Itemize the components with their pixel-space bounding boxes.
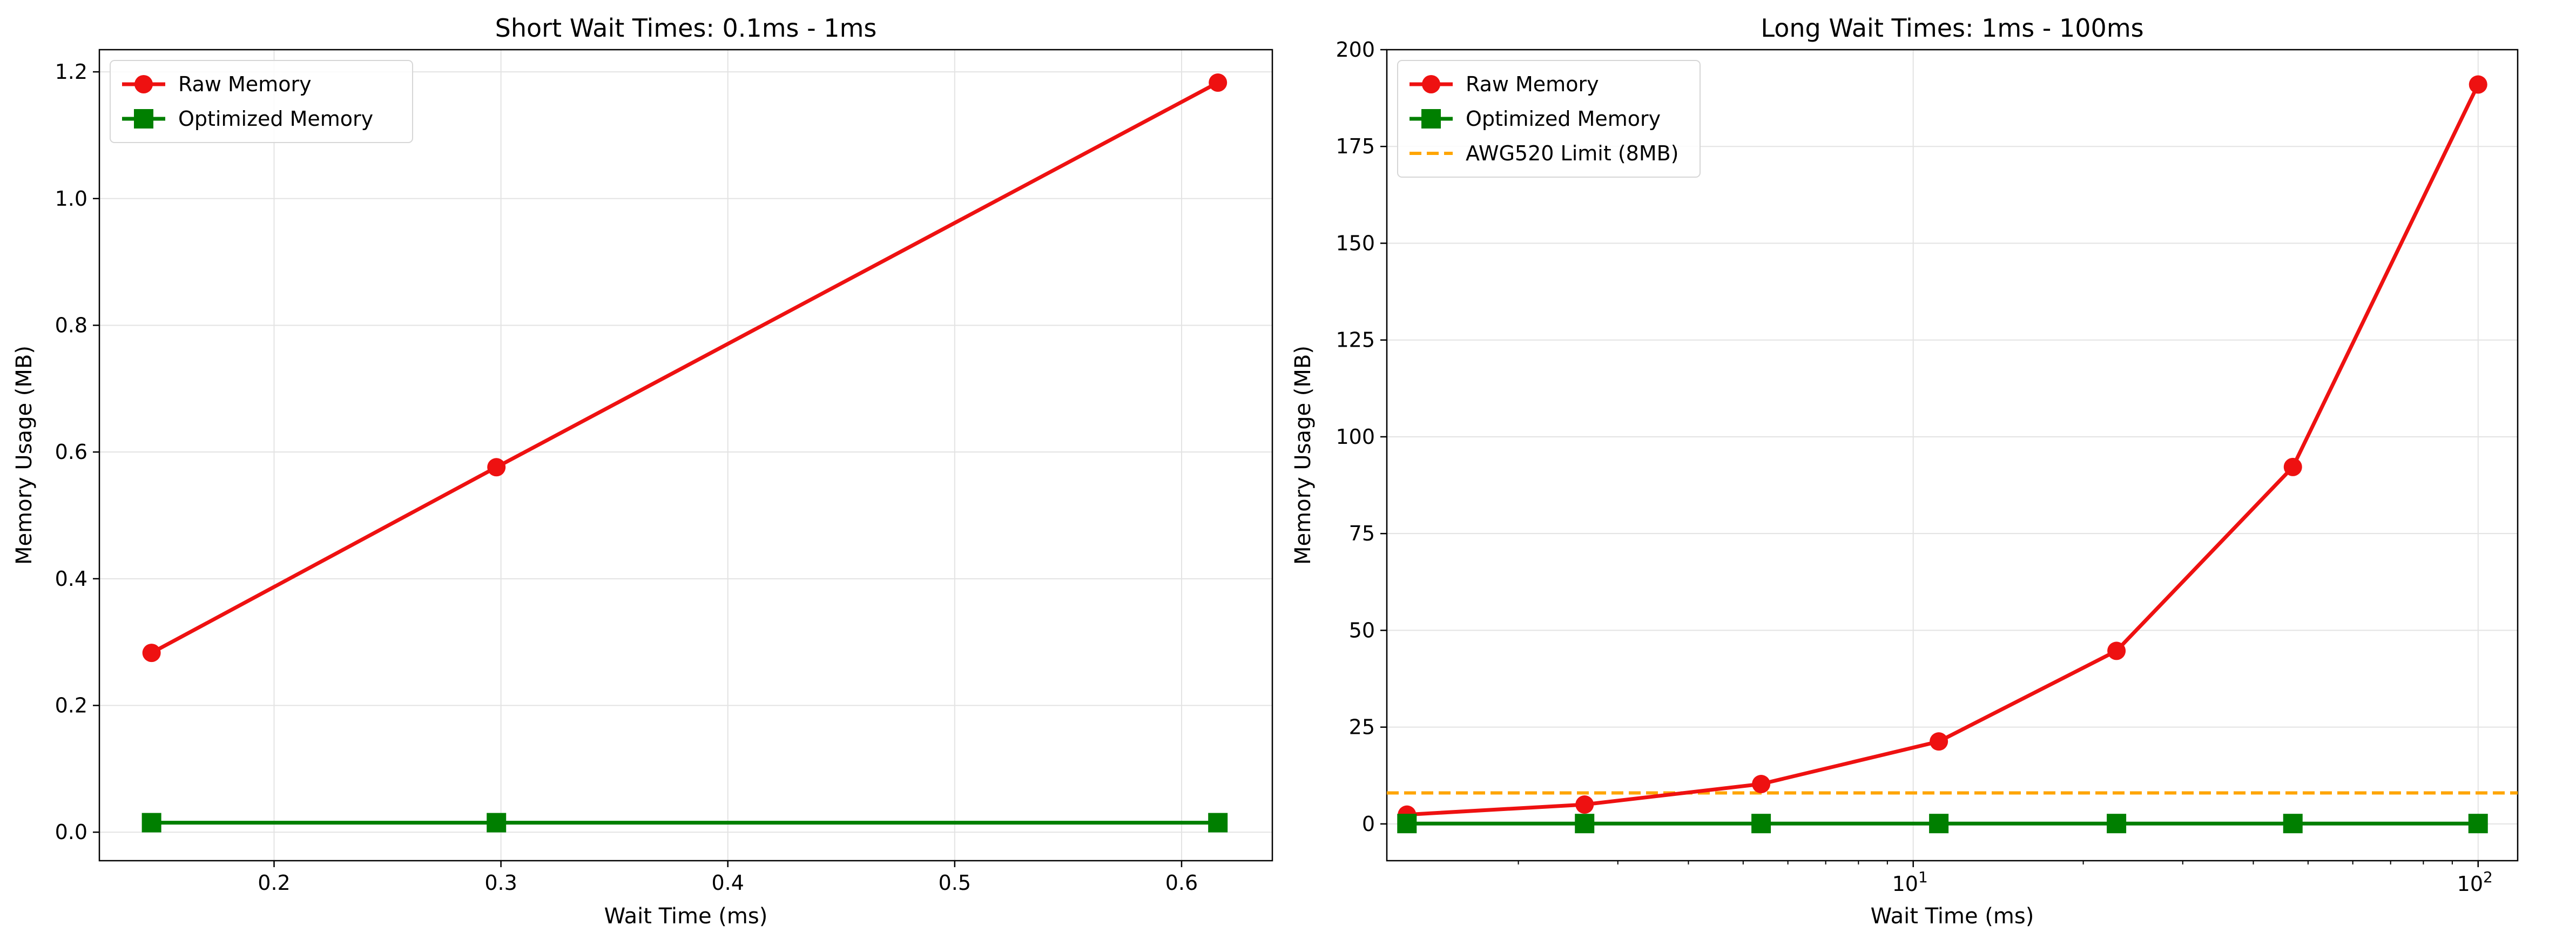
y-tick-label: 100 (1336, 425, 1375, 449)
y-tick-label: 175 (1336, 134, 1375, 158)
legend-box (1397, 60, 1701, 178)
y-axis-label: Memory Usage (MB) (1291, 346, 1316, 565)
legend-swatch-marker (1422, 75, 1440, 93)
chart-title: Long Wait Times: 1ms - 100ms (1761, 13, 2143, 43)
legend-label: Raw Memory (178, 72, 312, 96)
legend-label: Optimized Memory (1466, 107, 1661, 131)
y-tick-label: 25 (1349, 715, 1375, 739)
axes-frame (1386, 49, 2519, 862)
y-tick-label: 75 (1349, 522, 1375, 545)
y-tick-label: 0.0 (55, 820, 87, 844)
data-point (1930, 732, 1948, 751)
x-axis-label: Wait Time (ms) (604, 904, 768, 929)
data-point (2283, 814, 2303, 834)
legend-swatch (122, 109, 165, 129)
legend-swatch-marker (1421, 109, 1441, 129)
legend-swatch (122, 75, 165, 93)
y-tick-label: 0.6 (55, 440, 87, 464)
legend-swatch (1410, 75, 1453, 93)
data-point (1929, 814, 1949, 834)
x-tick-label-exponent: 1 (1918, 868, 1928, 886)
legend: Raw Memory Optimized Memory (110, 60, 413, 143)
legend-entry-optimized-memory: Optimized Memory (122, 107, 373, 131)
legend-swatch-marker (134, 75, 153, 93)
x-tick-label: 0.2 (258, 871, 290, 895)
y-tick-label: 1.0 (55, 187, 87, 211)
legend-entry-optimized-memory: Optimized Memory (1410, 107, 1661, 131)
data-point (2107, 814, 2127, 834)
legend: Raw Memory Optimized Memory AWG520 Limit (… (1397, 60, 1701, 178)
x-tick-label-base: 10 (1892, 872, 1918, 896)
legend-label: Optimized Memory (178, 107, 373, 131)
y-tick-label: 125 (1336, 328, 1375, 352)
data-point (2107, 641, 2126, 660)
series-raw-memory (1398, 75, 2487, 824)
series-optimized-memory (141, 813, 1228, 833)
x-tick-label: 0.4 (712, 871, 744, 895)
data-point (141, 813, 161, 833)
data-point (487, 813, 507, 833)
y-axis-label: Memory Usage (MB) (12, 346, 37, 565)
x-axis-label: Wait Time (ms) (1871, 904, 2034, 929)
x-tick-label: 0.5 (939, 871, 971, 895)
x-tick-label-exponent: 2 (2483, 868, 2493, 886)
plot-area (1387, 50, 2518, 861)
plot-area (99, 50, 1272, 861)
chart-title: Short Wait Times: 0.1ms - 1ms (495, 13, 877, 43)
data-point (1209, 73, 1228, 92)
x-tick-label: 102 (2457, 868, 2493, 896)
x-tick-label-base: 10 (2457, 872, 2483, 896)
series-raw-memory (142, 73, 1228, 663)
data-point (1751, 814, 1771, 834)
y-tick-label: 1.2 (55, 60, 87, 84)
data-point (142, 644, 161, 663)
data-point (2468, 814, 2488, 834)
legend-swatch-marker (134, 109, 153, 129)
chart-short-wait-times: 0.0 0.2 0.4 0.6 0.8 1.0 1.2 0.2 0.3 0.4 0.5 0.6 Shor… (12, 13, 1273, 929)
y-tick-label: 200 (1336, 38, 1375, 62)
legend-box (110, 60, 413, 143)
y-tick-label: 0.2 (55, 694, 87, 718)
data-point (1208, 813, 1228, 833)
y-tick-label: 0.8 (55, 313, 87, 337)
legend-entry-awg520-limit-8mb: AWG520 Limit (8MB) (1410, 141, 1679, 165)
x-tick-label: 101 (1892, 868, 1928, 896)
y-tick-label: 50 (1349, 618, 1375, 642)
legend-label: Raw Memory (1466, 72, 1599, 96)
data-point (487, 458, 506, 477)
series-optimized-memory (1397, 814, 2488, 834)
legend-entry-raw-memory: Raw Memory (122, 72, 312, 96)
y-tick-label: 0 (1362, 812, 1375, 836)
data-point (1575, 814, 1595, 834)
x-tick-label: 0.3 (484, 871, 517, 895)
y-tick-label: 0.4 (55, 567, 87, 591)
data-point (1397, 814, 1417, 834)
legend-label: AWG520 Limit (8MB) (1466, 141, 1679, 165)
y-tick-label: 150 (1336, 231, 1375, 255)
legend-swatch (1410, 109, 1453, 129)
x-tick-label: 0.6 (1165, 871, 1198, 895)
axes-frame (98, 49, 1273, 862)
data-point (1752, 775, 1771, 794)
data-point (2283, 457, 2302, 476)
data-point (1575, 795, 1594, 814)
legend-entry-raw-memory: Raw Memory (1410, 72, 1599, 96)
data-point (2469, 75, 2487, 94)
